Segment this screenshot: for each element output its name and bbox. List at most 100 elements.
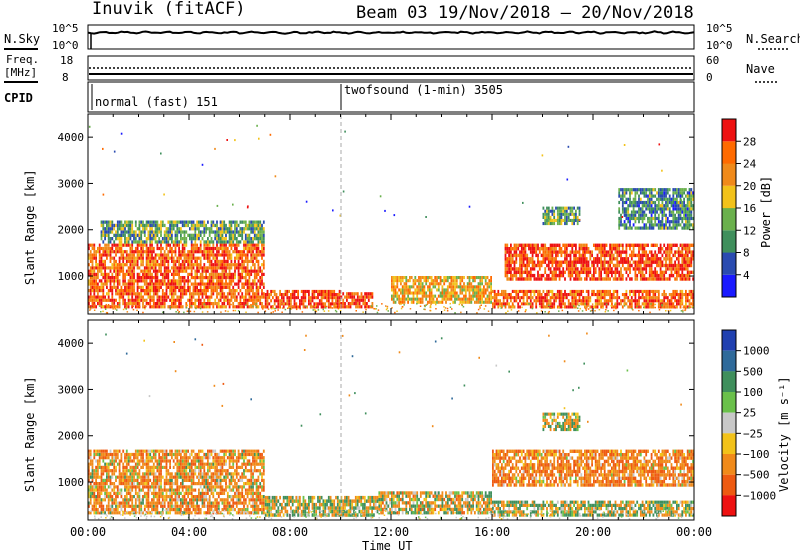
power-cell: [163, 292, 166, 296]
power-cell: [178, 311, 180, 313]
power-cell: [448, 285, 451, 289]
power-cell: [401, 279, 404, 283]
power-cell: [196, 285, 198, 289]
power-cell: [140, 220, 143, 224]
power-cell: [165, 269, 168, 273]
power-cell: [131, 302, 134, 306]
power-cell: [257, 295, 260, 299]
power-cell: [537, 299, 539, 303]
power-cell: [632, 213, 635, 217]
power-cell: [102, 253, 105, 257]
power-cell: [342, 302, 345, 306]
power-cell: [274, 310, 276, 312]
power-cell: [515, 243, 518, 247]
power-cell: [537, 293, 539, 297]
power-cell: [502, 296, 505, 300]
power-cell: [111, 243, 114, 247]
power-cell: [129, 256, 132, 260]
power-cell: [546, 263, 548, 268]
power-cell: [253, 223, 256, 228]
power-cell: [262, 295, 265, 299]
power-cell: [594, 243, 597, 247]
power-cell: [223, 285, 226, 289]
power-cell: [526, 289, 529, 293]
power-cell: [650, 216, 653, 221]
power-cell: [475, 276, 478, 280]
power-cell: [544, 270, 547, 274]
power-cell: [259, 298, 262, 302]
power-cell: [223, 256, 226, 260]
power-cell: [281, 307, 284, 309]
power-cell: [593, 243, 595, 247]
power-cell: [208, 233, 211, 237]
power-cell: [113, 243, 116, 247]
power-cell: [360, 292, 363, 296]
power-cell: [571, 222, 574, 226]
power-cell: [564, 305, 566, 309]
power-cell: [174, 305, 177, 309]
power-cell: [237, 230, 240, 234]
power-cell: [661, 277, 664, 281]
power-cell: [600, 293, 602, 297]
power-cell: [419, 276, 422, 280]
power-cell: [250, 250, 253, 254]
power-cell: [386, 307, 389, 310]
power-cell: [407, 288, 409, 292]
power-cell: [604, 311, 607, 313]
power-cell: [244, 227, 247, 231]
power-cell: [174, 285, 177, 289]
power-cell: [234, 266, 236, 270]
power-cell: [607, 250, 610, 254]
power-cell: [156, 253, 159, 257]
power-cell: [400, 300, 402, 304]
power-cell: [672, 253, 675, 258]
power-cell: [106, 276, 108, 280]
power-cell: [237, 279, 240, 283]
power-cell: [129, 243, 132, 247]
power-cell: [183, 259, 186, 263]
power-cell: [151, 295, 153, 299]
power-cell: [515, 296, 518, 300]
power-cell: [165, 285, 168, 289]
power-cell: [221, 259, 224, 263]
power-cell: [647, 197, 649, 201]
power-cell: [657, 223, 660, 227]
power-cell: [143, 266, 146, 270]
power-cell: [681, 250, 684, 254]
power-cell: [282, 293, 285, 297]
power-cell: [201, 279, 204, 283]
power-cell: [510, 243, 512, 247]
power-cell: [107, 295, 110, 299]
power-cell: [129, 263, 132, 267]
power-cell: [255, 223, 258, 228]
power-cell: [511, 247, 514, 251]
power-cell: [133, 259, 135, 263]
power-cell: [261, 269, 263, 273]
power-cell: [663, 270, 666, 274]
power-cell: [639, 277, 642, 281]
power-cell: [643, 296, 646, 300]
power-cell: [308, 299, 310, 303]
power-cell: [421, 294, 424, 298]
power-cell: [547, 302, 550, 306]
nsky-tick-bottom: 10^0: [52, 39, 79, 52]
power-cell: [553, 299, 556, 303]
power-cell: [598, 273, 601, 278]
power-cell: [230, 289, 233, 293]
power-cell: [129, 285, 132, 289]
power-cell: [243, 240, 245, 244]
power-cell: [461, 291, 464, 295]
power-cell: [524, 263, 527, 268]
power-cell: [181, 243, 184, 247]
power-cell: [129, 298, 132, 302]
power-cell: [143, 272, 146, 276]
power-cell: [663, 250, 666, 254]
power-cell: [198, 223, 200, 228]
power-cell: [445, 300, 447, 304]
power-cell: [134, 298, 137, 302]
power-cell: [549, 243, 552, 247]
power-cell: [685, 220, 687, 224]
power-cell: [221, 233, 224, 237]
power-cell: [104, 272, 106, 276]
power-cell: [401, 276, 404, 280]
